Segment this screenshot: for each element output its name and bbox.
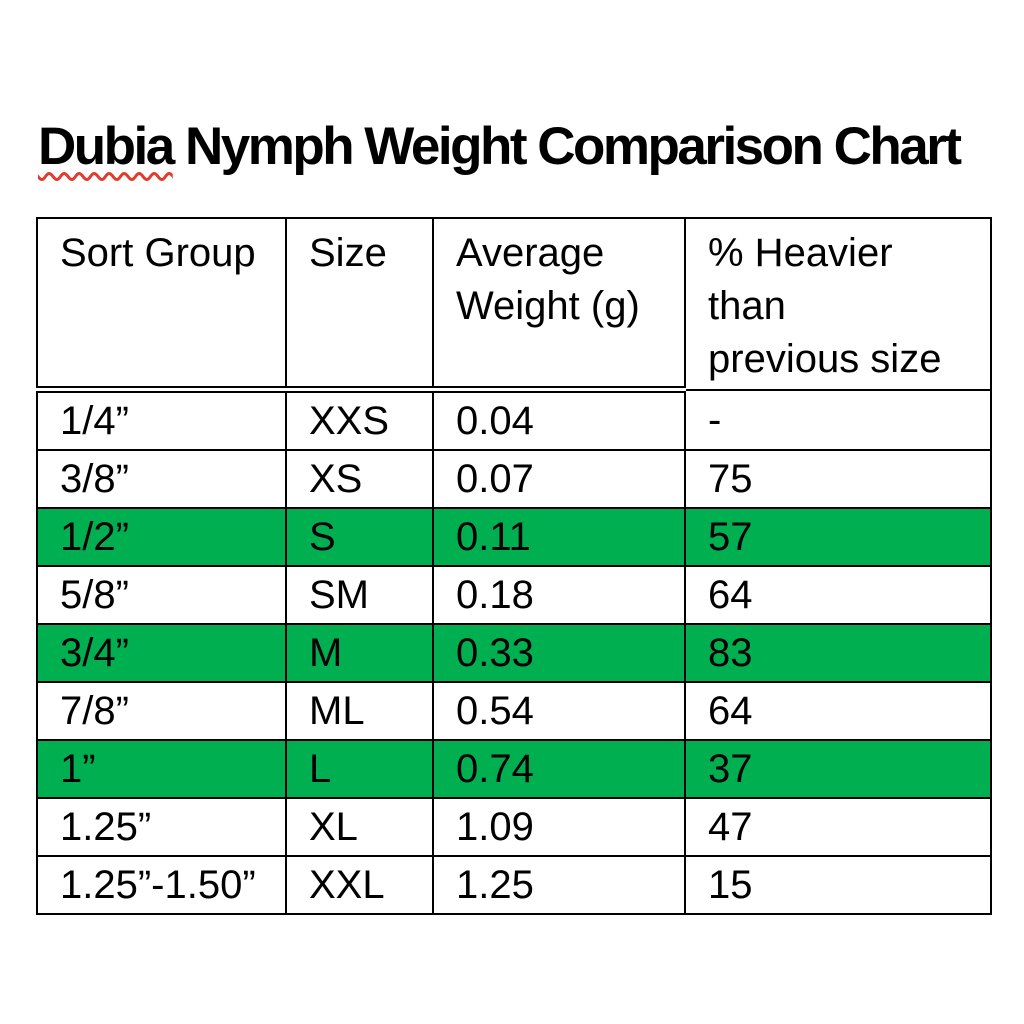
cell-size: M	[285, 623, 434, 683]
cell-avg-weight: 0.07	[432, 449, 686, 509]
col-header-average-weight-label: Average Weight (g)	[456, 231, 640, 328]
cell-sort-group: 3/4”	[36, 623, 287, 683]
cell-sort-group: 1/4”	[36, 388, 287, 451]
cell-pct-heavier: 83	[684, 623, 992, 683]
cell-pct-heavier: 47	[684, 797, 992, 857]
cell-size: SM	[285, 565, 434, 625]
cell-avg-weight: 1.25	[432, 855, 686, 915]
header-row: Sort Group Size Average Weight (g) % Hea…	[36, 217, 992, 393]
table-row: 1/4” XXS 0.04 -	[36, 388, 992, 451]
cell-size: XS	[285, 449, 434, 509]
cell-sort-group: 1/2”	[36, 507, 287, 567]
title-misspelled-word: Dubia	[38, 117, 175, 176]
cell-avg-weight: 0.33	[432, 623, 686, 683]
table-row: 1.25”-1.50” XXL 1.25 15	[36, 855, 992, 915]
table-row: 1.25” XL 1.09 47	[36, 797, 992, 857]
page-title: Dubia Nymph Weight Comparison Chart	[38, 116, 962, 177]
cell-sort-group: 1.25”	[36, 797, 287, 857]
cell-avg-weight: 0.74	[432, 739, 686, 799]
title-rest: Nymph Weight Comparison Chart	[172, 117, 962, 176]
cell-pct-heavier: 37	[684, 739, 992, 799]
table-row: 5/8” SM 0.18 64	[36, 565, 992, 625]
cell-pct-heavier: 64	[684, 565, 992, 625]
cell-sort-group: 1”	[36, 739, 287, 799]
col-header-size-label: Size	[309, 231, 387, 275]
cell-size: XXL	[285, 855, 434, 915]
col-header-size: Size	[285, 217, 434, 393]
cell-size: XL	[285, 797, 434, 857]
cell-pct-heavier: 57	[684, 507, 992, 567]
cell-sort-group: 1.25”-1.50”	[36, 855, 287, 915]
cell-avg-weight: 0.04	[432, 388, 686, 451]
table-row: 3/4” M 0.33 83	[36, 623, 992, 683]
col-header-sort-group: Sort Group	[36, 217, 287, 393]
cell-sort-group: 7/8”	[36, 681, 287, 741]
cell-avg-weight: 0.11	[432, 507, 686, 567]
cell-pct-heavier: 15	[684, 855, 992, 915]
cell-avg-weight: 1.09	[432, 797, 686, 857]
cell-pct-heavier: 75	[684, 449, 992, 509]
cell-size: S	[285, 507, 434, 567]
table-row: 1” L 0.74 37	[36, 739, 992, 799]
cell-size: L	[285, 739, 434, 799]
cell-avg-weight: 0.54	[432, 681, 686, 741]
col-header-pct-heavier-label: % Heavier than previous size	[708, 231, 942, 381]
cell-sort-group: 3/8”	[36, 449, 287, 509]
weight-comparison-table: Sort Group Size Average Weight (g) % Hea…	[36, 217, 992, 915]
cell-size: ML	[285, 681, 434, 741]
col-header-pct-heavier: % Heavier than previous size	[684, 217, 992, 391]
table-row: 7/8” ML 0.54 64	[36, 681, 992, 741]
table-row: 1/2” S 0.11 57	[36, 507, 992, 567]
table-row: 3/8” XS 0.07 75	[36, 449, 992, 509]
cell-size: XXS	[285, 388, 434, 451]
cell-pct-heavier: 64	[684, 681, 992, 741]
cell-avg-weight: 0.18	[432, 565, 686, 625]
cell-sort-group: 5/8”	[36, 565, 287, 625]
cell-pct-heavier: -	[684, 388, 992, 451]
col-header-sort-group-label: Sort Group	[60, 231, 256, 275]
col-header-average-weight: Average Weight (g)	[432, 217, 686, 393]
